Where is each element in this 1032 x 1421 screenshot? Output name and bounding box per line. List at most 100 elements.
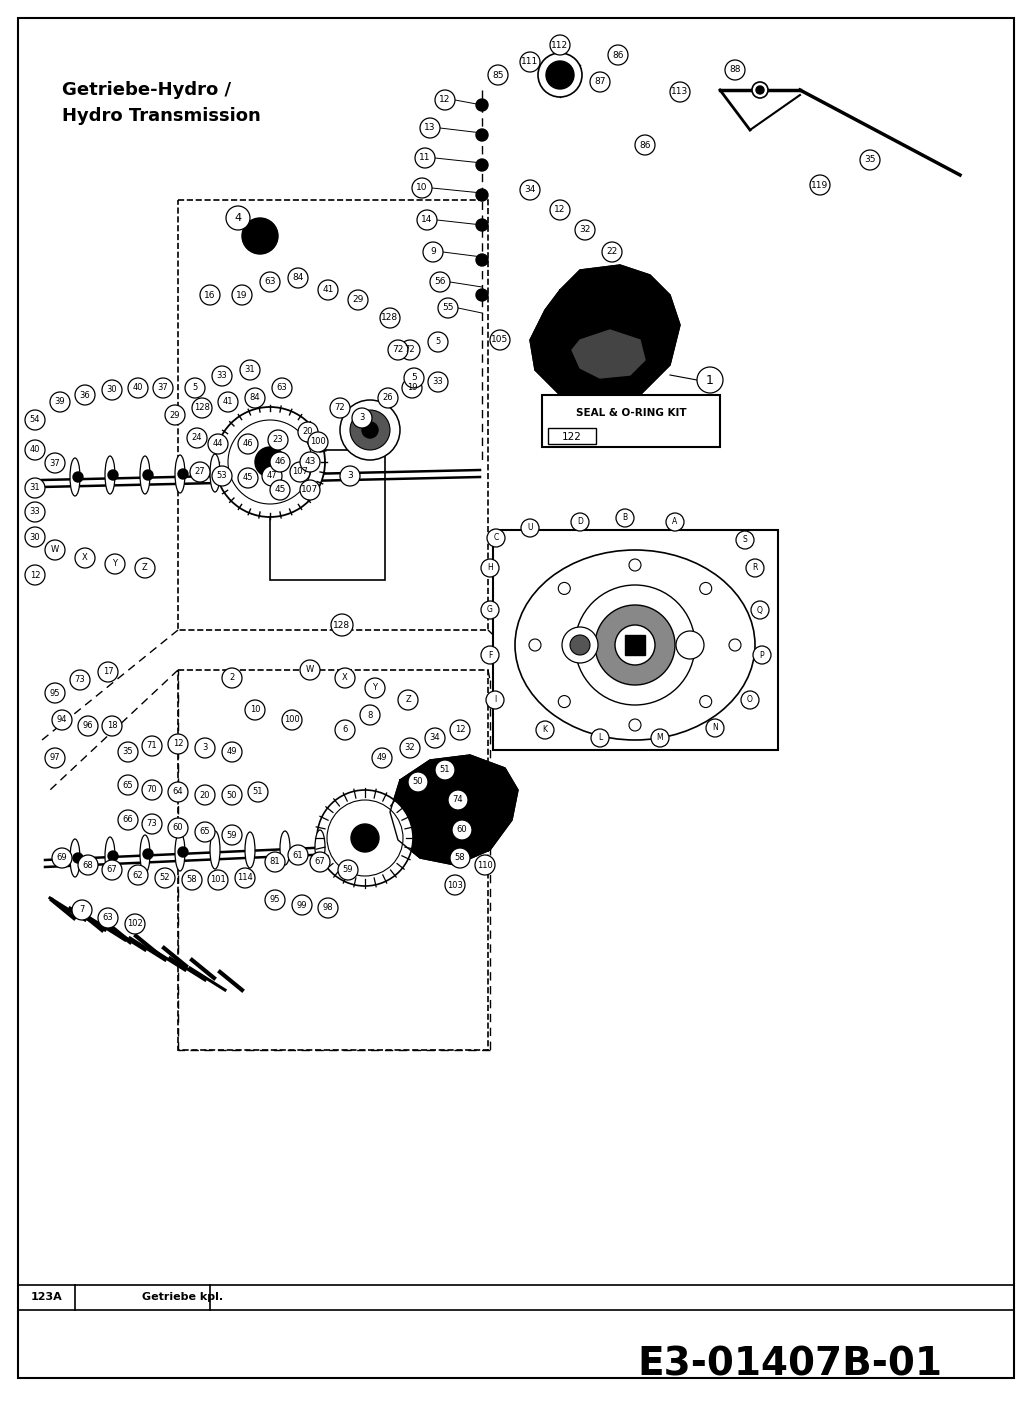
Text: 17: 17 [103,668,114,676]
Circle shape [570,635,590,655]
Text: 20: 20 [200,790,211,800]
Bar [548,428,596,443]
Text: 122: 122 [562,432,582,442]
Text: H: H [487,564,493,573]
Text: 94: 94 [57,716,67,725]
Text: 128: 128 [382,314,398,323]
Circle shape [168,782,188,801]
Circle shape [706,719,724,737]
Text: 7: 7 [79,905,85,915]
Text: 128: 128 [333,621,351,630]
Circle shape [52,848,72,868]
Text: 37: 37 [50,459,61,468]
Text: A: A [673,517,678,527]
Text: 107: 107 [292,468,308,476]
Circle shape [676,631,704,659]
Ellipse shape [209,453,220,492]
Circle shape [608,45,628,65]
Circle shape [408,772,428,791]
Text: SEAL & O-RING KIT: SEAL & O-RING KIT [576,408,686,418]
Circle shape [45,684,65,703]
Circle shape [222,784,241,806]
Text: 128: 128 [194,404,209,412]
Circle shape [628,719,641,730]
Text: 35: 35 [123,747,133,756]
Circle shape [300,480,320,500]
Text: 5: 5 [411,374,417,382]
Circle shape [108,851,118,861]
Text: 5: 5 [192,384,197,392]
Circle shape [752,82,768,98]
Circle shape [142,736,162,756]
Circle shape [268,431,288,450]
Circle shape [486,691,504,709]
Text: 40: 40 [30,446,40,455]
Text: W: W [305,665,314,675]
Circle shape [25,411,45,431]
Circle shape [327,800,404,875]
Circle shape [428,333,448,352]
Text: 1: 1 [706,374,714,387]
Circle shape [575,585,695,705]
Text: 45: 45 [275,486,286,495]
Text: 50: 50 [227,790,237,800]
Text: 29: 29 [352,296,363,304]
Circle shape [290,462,310,482]
Circle shape [270,480,290,500]
Text: L: L [598,733,602,743]
Circle shape [360,705,380,725]
Ellipse shape [175,833,185,871]
Circle shape [452,820,472,840]
Bar [625,635,645,655]
Text: 71: 71 [147,742,157,750]
Circle shape [670,82,690,102]
Circle shape [73,472,83,482]
Circle shape [118,810,138,830]
Circle shape [222,668,241,688]
Text: 61: 61 [293,851,303,860]
Text: 60: 60 [172,824,184,833]
Text: 73: 73 [147,820,157,828]
Text: 119: 119 [811,180,829,189]
Text: 31: 31 [30,483,40,493]
Circle shape [187,428,207,448]
Circle shape [182,870,202,890]
Ellipse shape [140,836,150,872]
Circle shape [350,411,390,450]
Text: Getriebe-Hydro /: Getriebe-Hydro / [62,81,231,99]
Text: 85: 85 [492,71,504,80]
Circle shape [241,217,278,254]
Text: 95: 95 [50,689,60,698]
Circle shape [192,398,212,418]
Circle shape [128,378,148,398]
Ellipse shape [70,838,80,877]
Circle shape [52,710,72,730]
Text: 86: 86 [639,141,651,149]
Ellipse shape [315,830,325,864]
Text: 72: 72 [392,345,404,354]
Circle shape [238,433,258,453]
Circle shape [102,716,122,736]
Circle shape [450,720,470,740]
Text: 19: 19 [407,384,417,392]
Circle shape [810,175,830,195]
Text: 12: 12 [554,206,566,215]
Circle shape [602,242,622,261]
Circle shape [438,298,458,318]
Text: 72: 72 [334,404,346,412]
Circle shape [476,189,488,200]
Text: 6: 6 [343,726,348,735]
Circle shape [412,178,432,198]
Circle shape [155,868,175,888]
Circle shape [348,290,368,310]
Circle shape [430,271,450,291]
Circle shape [365,678,385,698]
Circle shape [697,367,723,394]
Text: 45: 45 [243,473,253,483]
Text: O: O [747,695,753,705]
Circle shape [98,662,118,682]
Circle shape [178,847,188,857]
Bar [178,669,488,1050]
Circle shape [616,509,634,527]
Circle shape [25,441,45,460]
